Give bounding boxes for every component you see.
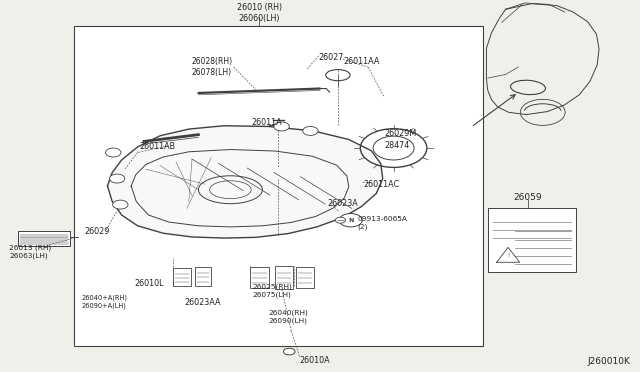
Text: !: ! — [507, 253, 509, 258]
Circle shape — [106, 148, 121, 157]
Text: 26027: 26027 — [319, 53, 344, 62]
Circle shape — [113, 200, 128, 209]
Bar — [488, 208, 576, 272]
Text: 09913-6065A
(2): 09913-6065A (2) — [357, 217, 407, 230]
Bar — [18, 231, 70, 246]
Circle shape — [335, 217, 346, 223]
Text: 26025(RH)
26075(LH): 26025(RH) 26075(LH) — [253, 284, 292, 298]
Circle shape — [274, 122, 289, 131]
Text: 26040(RH)
26090(LH): 26040(RH) 26090(LH) — [269, 310, 308, 324]
Text: 26011AC: 26011AC — [363, 180, 399, 189]
Bar — [296, 267, 314, 288]
Bar — [173, 268, 191, 286]
Circle shape — [109, 174, 125, 183]
Text: 28474: 28474 — [385, 141, 410, 150]
Text: 26029: 26029 — [84, 227, 110, 236]
Bar — [74, 26, 483, 346]
Text: 26011AA: 26011AA — [343, 57, 380, 66]
Text: 26023AA: 26023AA — [184, 298, 221, 307]
Bar — [275, 266, 293, 289]
Text: 26040+A(RH)
26090+A(LH): 26040+A(RH) 26090+A(LH) — [82, 295, 128, 309]
Text: 26010A: 26010A — [300, 356, 330, 365]
Text: 26023A: 26023A — [328, 199, 358, 208]
Text: J260010K: J260010K — [588, 357, 630, 366]
Text: 26011A: 26011A — [252, 118, 282, 127]
Bar — [195, 267, 211, 286]
Text: 26028(RH)
26078(LH): 26028(RH) 26078(LH) — [192, 57, 233, 77]
Circle shape — [303, 126, 318, 135]
Text: 26013 (RH)
26063(LH): 26013 (RH) 26063(LH) — [9, 245, 51, 259]
Text: 26010 (RH)
26060(LH): 26010 (RH) 26060(LH) — [237, 3, 282, 23]
Text: 26011AB: 26011AB — [140, 142, 175, 151]
Bar — [250, 267, 269, 288]
Circle shape — [339, 214, 362, 227]
Polygon shape — [108, 126, 383, 238]
Text: 26029M: 26029M — [385, 129, 417, 138]
Circle shape — [284, 348, 295, 355]
Text: N: N — [348, 218, 353, 223]
Text: 26010L: 26010L — [134, 279, 164, 288]
Text: 26059: 26059 — [514, 193, 542, 202]
